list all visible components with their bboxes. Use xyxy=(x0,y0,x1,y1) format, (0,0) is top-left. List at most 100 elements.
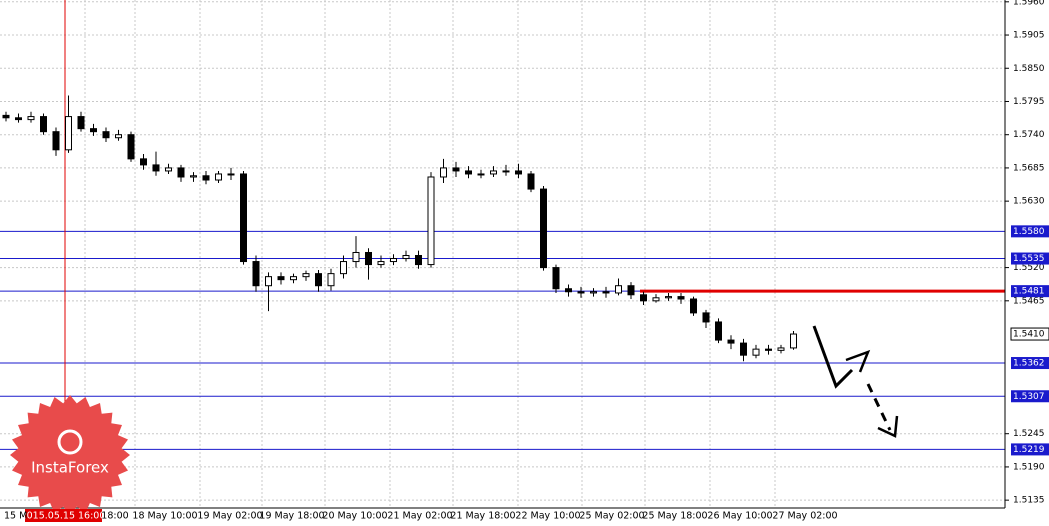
candle-body xyxy=(702,312,710,323)
candle-body xyxy=(202,175,210,181)
candle-body xyxy=(390,258,397,263)
candle-body xyxy=(677,296,685,300)
crosshair-label: 2015.05.15 16:00 xyxy=(21,511,106,522)
level-label: 1.5362 xyxy=(1013,359,1045,369)
candle-body xyxy=(365,251,372,266)
candle-body xyxy=(615,285,622,294)
x-tick-label: 22 May 10:00 xyxy=(515,511,580,522)
x-tick-label: 21 May 02:00 xyxy=(387,511,452,522)
y-tick-label: 1.5960 xyxy=(1013,0,1045,7)
candle-body xyxy=(652,297,660,302)
candle-body xyxy=(377,261,385,266)
level-label-box xyxy=(1011,357,1049,370)
x-tick-label: 26 May 10:00 xyxy=(707,511,772,522)
candle-body xyxy=(227,173,235,176)
candle-body xyxy=(777,347,785,351)
x-tick-label: 19 May 18:00 xyxy=(259,511,324,522)
candle-body xyxy=(52,131,60,151)
y-tick-label: 1.5465 xyxy=(1013,296,1045,306)
y-tick-label: 1.5245 xyxy=(1013,429,1045,439)
candle-body xyxy=(265,276,272,287)
candle-body xyxy=(402,255,410,260)
y-tick-label: 1.5905 xyxy=(1013,31,1045,41)
candle-body xyxy=(277,276,285,281)
candle-body xyxy=(215,173,222,181)
forecast-arrows xyxy=(812,325,899,438)
candle-body xyxy=(152,164,160,172)
candle-body xyxy=(77,116,85,130)
candle-body xyxy=(252,261,260,287)
x-tick-label: 19 May 02:00 xyxy=(197,511,262,522)
candle-body xyxy=(340,261,347,275)
candle-body xyxy=(127,134,135,160)
candle-body xyxy=(15,117,22,121)
candle-body xyxy=(140,158,147,166)
level-label: 1.5481 xyxy=(1013,287,1045,297)
y-tick-label: 1.5190 xyxy=(1013,462,1045,472)
candle-body xyxy=(727,339,735,344)
candle-body xyxy=(540,188,547,269)
candle-body xyxy=(315,273,322,287)
candle-body xyxy=(515,170,522,175)
candles xyxy=(2,95,797,362)
candle-body xyxy=(765,348,772,351)
x-tick-label: 27 May 02:00 xyxy=(772,511,837,522)
y-tick-label: 1.5135 xyxy=(1013,496,1045,506)
candle-body xyxy=(477,173,485,176)
candle-body xyxy=(302,273,310,278)
level-label: 1.5219 xyxy=(1013,445,1045,455)
candle-body xyxy=(40,116,47,133)
x-tick-label: 20 May 10:00 xyxy=(322,511,387,522)
candle-body xyxy=(690,298,697,314)
y-tick-label: 1.5795 xyxy=(1013,97,1045,107)
candle-body xyxy=(490,170,497,175)
candle-body xyxy=(90,128,97,133)
logo: InstaForex xyxy=(10,395,130,515)
last-price-label: 1.5410 xyxy=(1013,330,1045,340)
candle-body xyxy=(427,176,435,266)
candle-body xyxy=(115,134,122,139)
y-tick-label: 1.5740 xyxy=(1013,130,1045,140)
y-tick-label: 1.5685 xyxy=(1013,163,1045,173)
candle-body xyxy=(577,291,585,294)
y-tick-label: 1.5520 xyxy=(1013,263,1045,273)
candle-body xyxy=(527,173,535,190)
level-label: 1.5307 xyxy=(1013,392,1045,402)
logo-badge xyxy=(10,395,130,515)
y-tick-label: 1.5850 xyxy=(1013,64,1045,74)
grid xyxy=(0,0,1005,508)
candle-body xyxy=(327,273,335,287)
levels xyxy=(0,230,1005,450)
level-label-box xyxy=(1011,390,1049,403)
last-price-box xyxy=(1010,327,1049,341)
candle-body xyxy=(752,348,760,356)
candle-body xyxy=(65,116,72,151)
x-tick-label: 25 May 18:00 xyxy=(642,511,707,522)
x-tick-label: 15 M xyxy=(4,511,27,522)
x-tick-label: 25 May 02:00 xyxy=(579,511,644,522)
logo-icon xyxy=(57,429,83,455)
candle-body xyxy=(2,114,10,119)
x-tick-label: 21 May 18:00 xyxy=(450,511,515,522)
arrow-down xyxy=(812,325,854,389)
level-label-box xyxy=(1011,225,1049,238)
candle-body xyxy=(665,296,672,299)
candle-body xyxy=(440,167,447,178)
level-label: 1.5535 xyxy=(1013,254,1045,264)
x-tick-label: 18 May 10:00 xyxy=(132,511,197,522)
dashed-arrow xyxy=(866,383,892,431)
candle-body xyxy=(352,251,360,263)
candle-body xyxy=(240,173,247,263)
candle-body xyxy=(177,167,185,178)
candle-body xyxy=(415,255,422,266)
crosshair-label-box xyxy=(25,509,102,522)
candle-body xyxy=(790,333,797,349)
candle-body xyxy=(565,288,572,293)
level-label-box xyxy=(1011,252,1049,265)
candle-body xyxy=(290,276,297,281)
arrow-head-up xyxy=(845,349,871,373)
level-label: 1.5580 xyxy=(1013,227,1045,237)
candle-body xyxy=(552,267,560,290)
